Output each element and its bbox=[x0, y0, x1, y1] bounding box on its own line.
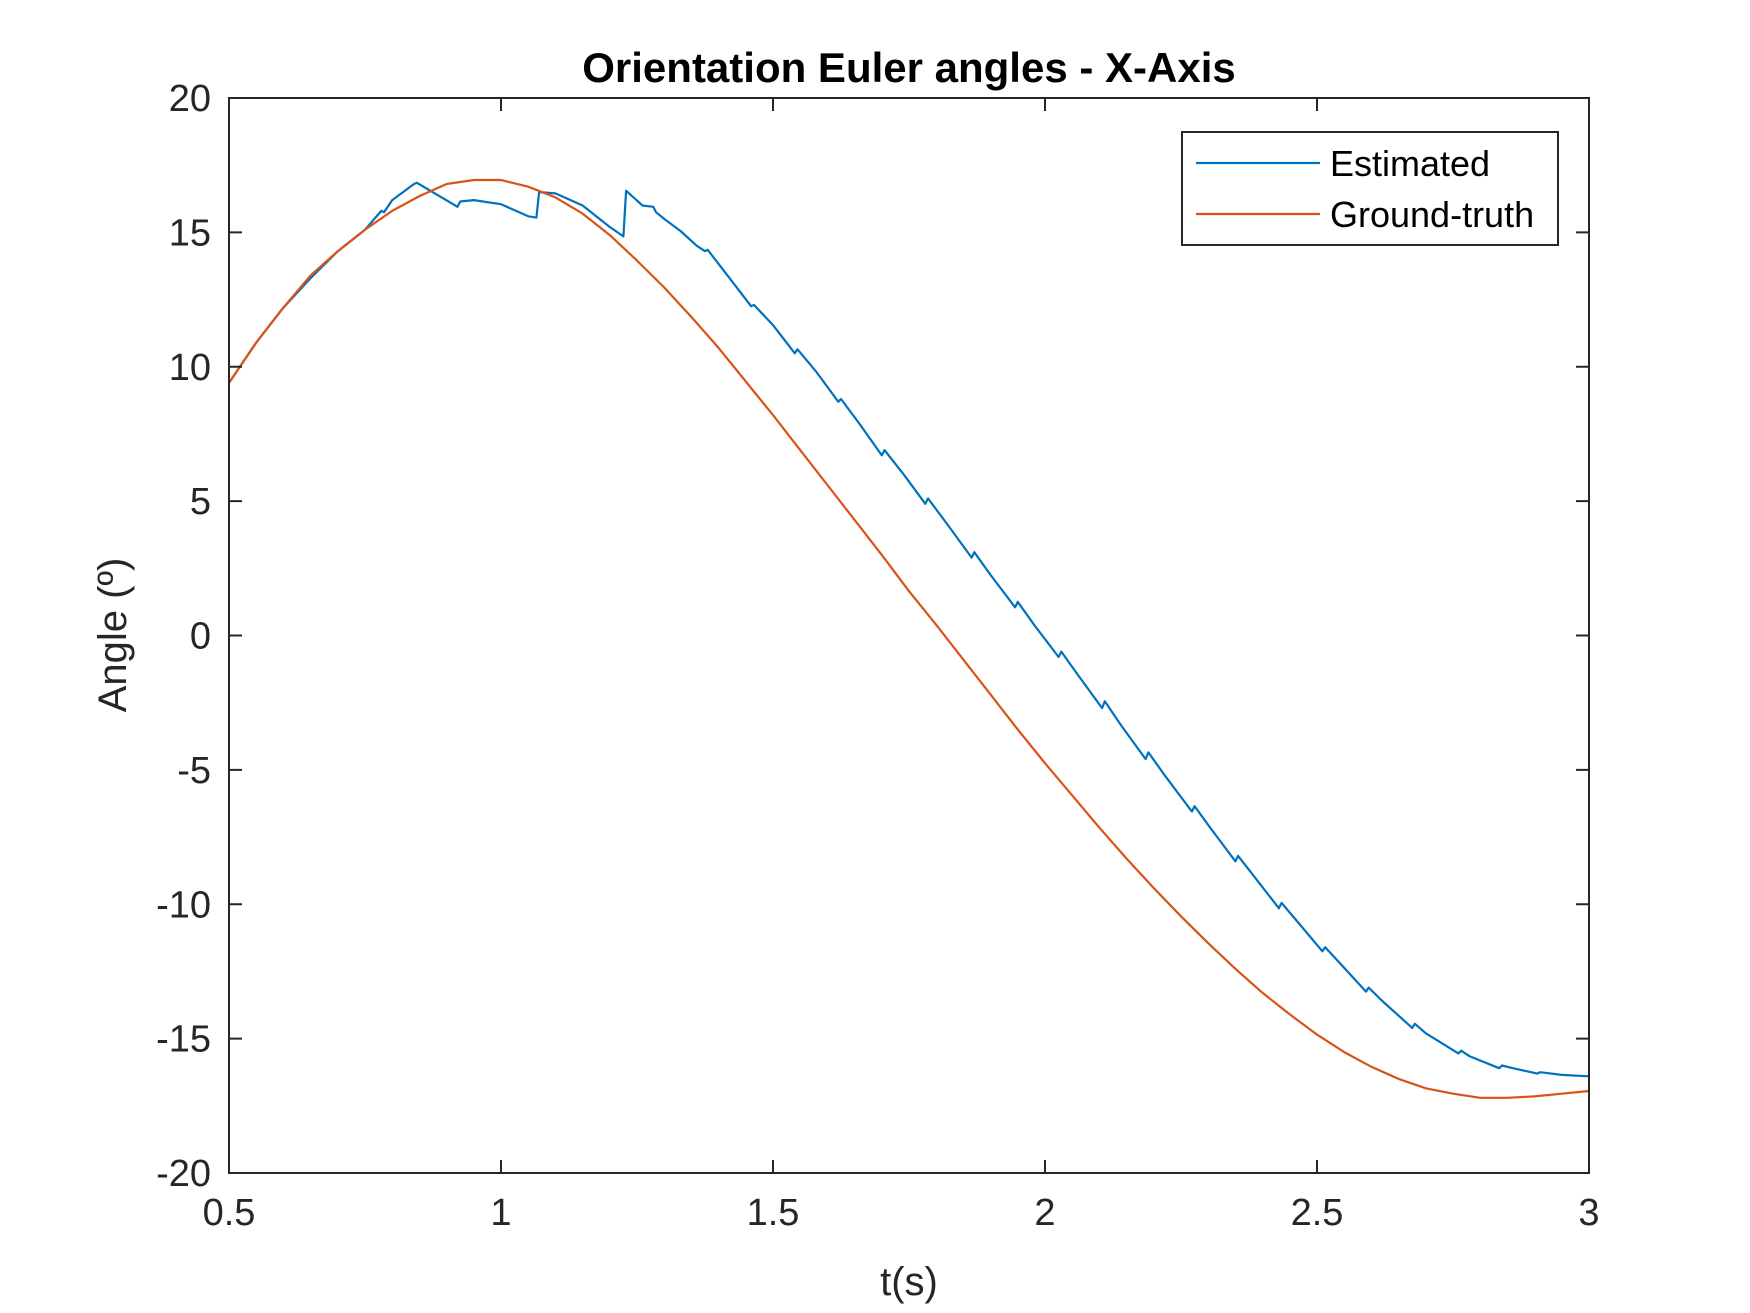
legend-label-ground-truth: Ground-truth bbox=[1330, 194, 1534, 235]
legend-box bbox=[1181, 131, 1559, 246]
x-tick-label: 3 bbox=[1578, 1192, 1599, 1234]
x-tick-label: 2 bbox=[1034, 1192, 1055, 1234]
y-tick-label: -10 bbox=[156, 884, 211, 926]
legend: Estimated Ground-truth bbox=[1181, 131, 1559, 246]
chart-title: Orientation Euler angles - X-Axis bbox=[582, 44, 1235, 91]
axis-ticks: 0.5 1 1.5 2 2.5 3 -20 -15 -10 -5 0 5 10 15 20 bbox=[156, 78, 1599, 1234]
y-tick-label: -15 bbox=[156, 1019, 211, 1061]
plot-area bbox=[229, 98, 1589, 1173]
y-tick-label: -5 bbox=[177, 750, 211, 792]
x-tick-label: 1 bbox=[490, 1192, 511, 1234]
y-tick-label: 15 bbox=[169, 212, 211, 254]
series-lines bbox=[228, 178, 1590, 1099]
y-axis-label: Angle (º) bbox=[91, 558, 135, 713]
x-tick-label: 0.5 bbox=[203, 1192, 256, 1234]
y-tick-label: 10 bbox=[169, 347, 211, 389]
x-axis-label: t(s) bbox=[880, 1260, 938, 1304]
x-tick-label: 2.5 bbox=[1291, 1192, 1344, 1234]
y-tick-label: -20 bbox=[156, 1153, 211, 1195]
x-tick-label: 1.5 bbox=[747, 1192, 800, 1234]
series-line-ground-truth bbox=[228, 178, 1590, 1099]
series-line-estimated bbox=[228, 181, 1590, 1078]
plot-frame bbox=[228, 97, 1590, 1174]
legend-label-estimated: Estimated bbox=[1330, 143, 1490, 184]
y-tick-label: 20 bbox=[169, 78, 211, 120]
y-tick-label: 5 bbox=[190, 481, 211, 523]
y-tick-label: 0 bbox=[190, 616, 211, 658]
